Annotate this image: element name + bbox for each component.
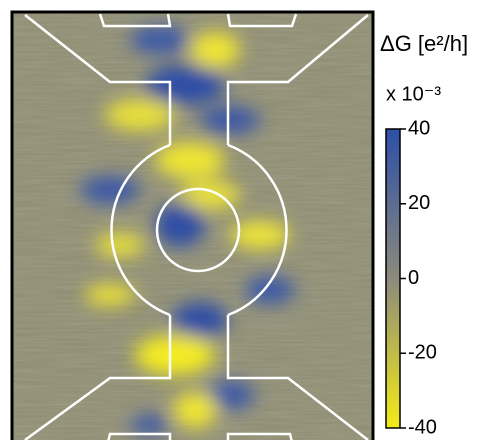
colorbar-label: ΔG [e²/h] bbox=[380, 31, 468, 56]
heatmap-image bbox=[12, 12, 373, 440]
figure: ΔG [e²/h] x 10⁻³ 40 20 0 -20 -40 bbox=[0, 0, 492, 440]
colorbar-tick-label: 0 bbox=[408, 267, 419, 289]
colorbar-tick-label: -40 bbox=[408, 416, 437, 438]
colorbar bbox=[386, 129, 400, 428]
colorbar-multiplier: x 10⁻³ bbox=[386, 83, 441, 105]
colorbar-tick-label: -20 bbox=[408, 342, 437, 364]
colorbar-tick-label: 40 bbox=[408, 117, 430, 139]
colorbar-tick-label: 20 bbox=[408, 192, 430, 214]
